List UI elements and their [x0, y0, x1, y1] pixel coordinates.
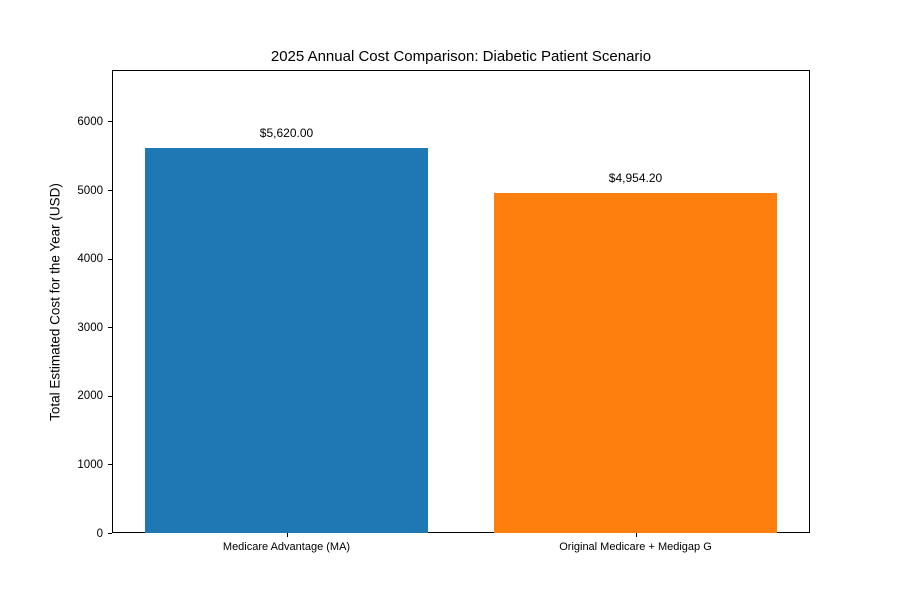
- y-tick-mark-5000: [108, 190, 112, 192]
- x-tick-label-original-medicare-medigap-g: Original Medicare + Medigap G: [559, 541, 712, 553]
- bar-value-label-medicare-advantage-ma: $5,620.00: [259, 125, 314, 140]
- x-tick-label-medicare-advantage-ma: Medicare Advantage (MA): [222, 541, 351, 553]
- x-tick-mark-medicare-advantage-ma: [286, 533, 288, 537]
- y-tick-label-1000: 1000: [77, 458, 103, 471]
- y-tick-mark-0: [108, 533, 112, 534]
- y-axis-label: Total Estimated Cost for the Year (USD): [47, 182, 63, 421]
- y-tick-label-5000: 5000: [77, 184, 103, 197]
- y-tick-mark-1000: [108, 464, 112, 466]
- y-tick-label-4000: 4000: [77, 253, 103, 266]
- bar-medicare-advantage-ma: [145, 147, 428, 533]
- y-tick-mark-2000: [108, 395, 112, 397]
- y-tick-label-0: 0: [96, 527, 103, 540]
- y-tick-mark-3000: [108, 327, 112, 329]
- y-tick-label-3000: 3000: [77, 321, 103, 334]
- plot-area-frame: [112, 70, 810, 533]
- y-tick-label-2000: 2000: [77, 390, 103, 403]
- bar-value-label-original-medicare-medigap-g: $4,954.20: [608, 171, 663, 186]
- y-tick-mark-4000: [108, 258, 112, 260]
- y-tick-mark-6000: [108, 121, 112, 123]
- y-tick-label-6000: 6000: [77, 115, 103, 128]
- x-tick-mark-original-medicare-medigap-g: [635, 533, 637, 537]
- chart-title: 2025 Annual Cost Comparison: Diabetic Pa…: [270, 48, 652, 65]
- bar-original-medicare-medigap-g: [494, 193, 777, 533]
